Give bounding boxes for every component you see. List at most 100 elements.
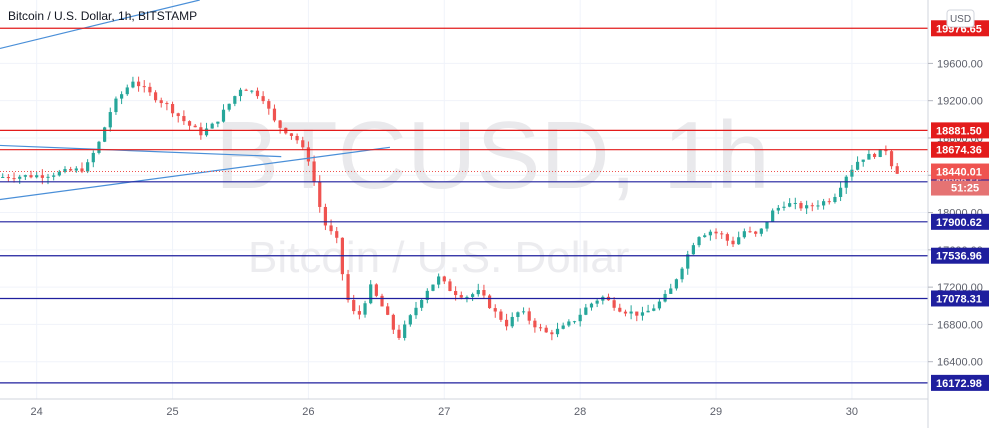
candle-body — [233, 96, 237, 104]
currency-label: USD — [950, 14, 971, 25]
price-tick-labels: 16400.0016800.0017200.0017600.0018000.00… — [928, 58, 983, 369]
candle-body — [318, 181, 322, 207]
candle-body — [250, 90, 254, 92]
candle-body — [52, 175, 56, 177]
candle-body — [635, 311, 639, 316]
time-tick-label: 29 — [710, 406, 722, 418]
candle-body — [793, 202, 797, 204]
candle-body — [216, 121, 220, 124]
candle-body — [504, 319, 509, 327]
candle-body — [374, 284, 378, 296]
candle-body — [561, 325, 565, 329]
time-tick-label: 30 — [846, 406, 858, 418]
countdown-text: 51:25 — [951, 183, 979, 195]
candle-body — [35, 175, 39, 178]
candle-body — [646, 310, 650, 313]
candle-body — [182, 116, 186, 122]
candle-body — [669, 288, 673, 294]
candle-body — [567, 321, 571, 326]
candle-body — [510, 316, 514, 327]
candle-body — [170, 104, 175, 114]
candle-body — [278, 120, 282, 128]
candle-body — [74, 168, 78, 171]
candle-body — [136, 81, 141, 87]
candle-body — [363, 303, 367, 315]
candle-body — [420, 299, 424, 308]
candle-body — [312, 161, 316, 182]
candle-body — [544, 327, 548, 333]
candle-body — [776, 207, 780, 211]
candle-body — [103, 127, 107, 142]
trendline[interactable] — [0, 0, 200, 50]
candle-body — [329, 225, 333, 232]
candle-body — [629, 311, 633, 314]
time-tick-label: 26 — [302, 406, 314, 418]
candle-body — [487, 295, 492, 309]
candle-body — [46, 176, 50, 178]
candle-body — [414, 307, 418, 316]
candle-body — [369, 284, 373, 304]
candle-body — [516, 312, 520, 317]
candle-body — [471, 294, 475, 297]
level-price-tag — [931, 374, 989, 391]
candle-body — [782, 206, 786, 208]
plot-area[interactable] — [0, 0, 928, 399]
level-price-text: 17900.62 — [936, 217, 982, 229]
candle-body — [267, 101, 271, 109]
time-tick-label: 25 — [166, 406, 178, 418]
candle-body — [448, 281, 452, 292]
trendline[interactable] — [0, 146, 391, 201]
level-price-text: 17536.96 — [936, 251, 982, 263]
candle-body — [838, 187, 843, 197]
candle-body — [301, 140, 305, 148]
candle-body — [380, 295, 384, 307]
candle-body — [855, 161, 860, 170]
candle-body — [323, 206, 328, 226]
candle-body — [595, 300, 599, 304]
candle-body — [442, 276, 446, 282]
watermark-symbol: BTCUSD, 1h — [215, 102, 770, 209]
time-tick-label: 24 — [31, 406, 43, 418]
candle-body — [57, 171, 61, 176]
candle-body — [708, 231, 712, 236]
candle-body — [1, 176, 5, 178]
candle-body — [108, 112, 112, 128]
candle-body — [459, 295, 463, 298]
candle-body — [652, 308, 656, 311]
candle-body — [454, 291, 458, 296]
candle-body — [335, 231, 339, 238]
candle-body — [810, 205, 814, 207]
candle-body — [833, 196, 837, 203]
candle-body — [86, 162, 90, 172]
time-tick-label: 27 — [438, 406, 450, 418]
candle-body — [63, 169, 67, 172]
candle-body — [352, 300, 356, 312]
candle-body — [261, 96, 265, 102]
candle-body — [114, 98, 118, 113]
time-axis[interactable] — [0, 399, 928, 428]
candle-body — [476, 290, 480, 295]
candle-body — [482, 290, 486, 296]
candle-body — [742, 231, 746, 238]
candle-body — [720, 233, 724, 235]
trendline[interactable] — [0, 144, 282, 158]
candle-body — [725, 234, 729, 241]
candle-body — [465, 296, 469, 298]
candle-body — [737, 237, 741, 245]
candle-body — [187, 121, 192, 126]
candle-body — [23, 175, 27, 177]
candle-body — [872, 153, 877, 157]
candle-body — [555, 328, 560, 335]
candle-body — [295, 135, 299, 141]
candle-body — [861, 159, 865, 162]
level-price-text: 18674.36 — [936, 145, 982, 157]
candle-body — [827, 201, 831, 203]
candle-body — [69, 169, 73, 171]
candle-body — [680, 268, 684, 280]
level-price-text: 17078.31 — [936, 293, 982, 305]
time-tick-labels: 24 25 26 27 28 29 30 — [31, 406, 858, 418]
candle-body — [12, 178, 16, 180]
countdown-tag — [931, 180, 989, 196]
currency-button[interactable] — [946, 9, 975, 28]
